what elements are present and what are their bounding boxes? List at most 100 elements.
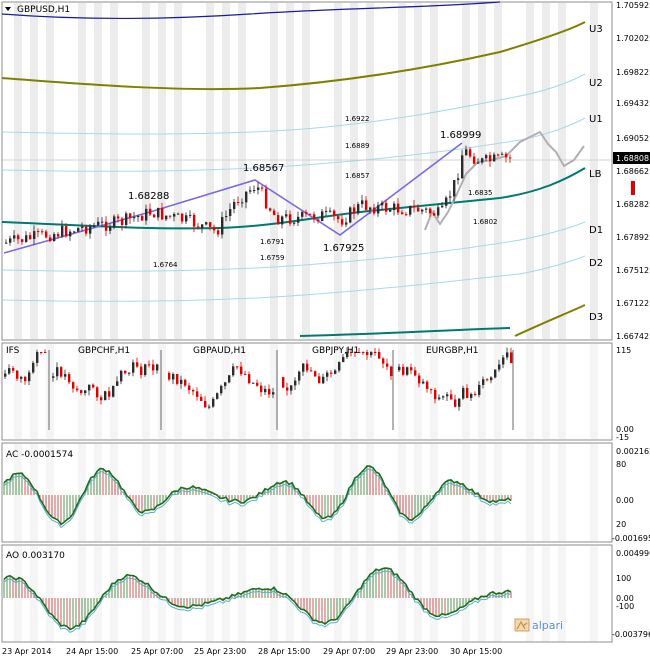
session-band xyxy=(494,344,502,439)
correlation-candle xyxy=(334,370,337,374)
session-band xyxy=(206,344,214,439)
upper-channel-line xyxy=(1,1,501,20)
level-label: D1 xyxy=(589,225,603,236)
session-band xyxy=(158,344,166,439)
correlation-candle xyxy=(510,352,513,363)
zigzag-label: 1.68288 xyxy=(128,191,169,202)
correlation-candle xyxy=(482,379,485,385)
candle-body xyxy=(133,217,136,219)
correlation-candle xyxy=(306,363,309,371)
candle-body xyxy=(465,149,468,156)
correlation-candle xyxy=(28,372,31,382)
session-band xyxy=(206,3,214,339)
scale-label: 0.004996 xyxy=(616,549,650,558)
scale-label: 80 xyxy=(616,460,626,469)
ao-title: AO 0.003170 xyxy=(6,551,65,561)
session-band xyxy=(206,546,214,641)
scale-label: -100 xyxy=(616,602,634,611)
price-tick: 1.67892 xyxy=(616,233,649,242)
main-price-panel[interactable] xyxy=(1,1,613,341)
zigzag-label: 1.68999 xyxy=(440,130,481,141)
scale-label: 0.00 xyxy=(616,425,634,434)
candle-body xyxy=(309,213,312,215)
candle-body xyxy=(65,225,68,237)
correlation-candle xyxy=(228,375,231,383)
candle-body xyxy=(5,242,8,244)
session-band xyxy=(142,444,150,541)
candle-body xyxy=(121,218,124,225)
candle-body xyxy=(485,155,488,159)
price-tick: 1.69052 xyxy=(616,134,649,143)
correlation-candle xyxy=(80,390,83,394)
ao-signal-line xyxy=(3,570,512,633)
candle-body xyxy=(409,205,412,215)
scale-label: 0.00 xyxy=(616,496,634,505)
correlation-candle xyxy=(294,380,297,386)
ac-line xyxy=(3,465,512,526)
correlation-candle xyxy=(462,388,465,399)
candle-body xyxy=(221,217,224,235)
correlation-candle xyxy=(290,385,293,391)
correlation-candle xyxy=(148,364,151,366)
correlation-candle xyxy=(450,394,453,400)
session-band xyxy=(350,344,358,439)
candle-body xyxy=(13,235,16,239)
pair-label: EURGBP,H1 xyxy=(426,346,478,356)
ao-oscillator-panel[interactable] xyxy=(1,544,613,643)
session-band xyxy=(478,3,486,339)
correlation-candle xyxy=(188,385,191,391)
session-band xyxy=(30,344,38,439)
candle-body xyxy=(269,208,272,211)
correlation-candle xyxy=(44,352,47,353)
candle-body xyxy=(145,208,148,221)
session-band xyxy=(478,344,486,439)
candle-body xyxy=(189,214,192,216)
session-band xyxy=(302,546,310,641)
candle-body xyxy=(445,197,448,206)
session-band xyxy=(78,546,86,641)
price-tick: 1.68662 xyxy=(616,167,649,176)
correlation-candle xyxy=(422,381,425,384)
correlation-candle xyxy=(398,366,401,371)
candle-body xyxy=(393,203,396,210)
correlation-candle xyxy=(382,358,385,364)
correlation-candle xyxy=(502,357,505,365)
session-band xyxy=(542,344,550,439)
correlation-candle xyxy=(232,366,235,376)
correlation-candle xyxy=(498,364,501,370)
correlation-candle xyxy=(330,372,333,374)
correlation-candle xyxy=(76,388,79,391)
correlation-candle xyxy=(156,364,159,371)
zigzag-label: 1.68567 xyxy=(243,163,284,174)
level-label: U1 xyxy=(589,114,603,125)
session-band xyxy=(14,344,22,439)
current-price-label: 1.68808 xyxy=(616,154,649,163)
correlation-candle xyxy=(442,396,445,398)
ac-oscillator-panel[interactable] xyxy=(1,442,613,543)
correlation-candle xyxy=(116,381,119,386)
small-label: 1.6857 xyxy=(345,172,370,180)
correlation-candle xyxy=(342,357,345,363)
session-band xyxy=(302,344,310,439)
candle-body xyxy=(157,207,160,218)
correlation-panel[interactable] xyxy=(1,342,613,441)
candle-body xyxy=(237,202,240,204)
pair-label: GBPAUD,H1 xyxy=(193,346,246,356)
candle-body xyxy=(181,213,184,222)
candle-body xyxy=(153,214,156,218)
correlation-candle xyxy=(220,385,223,394)
ac-histogram xyxy=(3,465,512,529)
session-band xyxy=(142,344,150,439)
session-band xyxy=(414,3,422,339)
correlation-candle xyxy=(318,376,321,384)
correlation-candle xyxy=(36,352,39,363)
candle-body xyxy=(373,207,376,214)
time-axis: 23 Apr 2014 24 Apr 15:00 25 Apr 07:00 25… xyxy=(2,647,502,656)
level-label: U3 xyxy=(589,24,603,35)
candle-body xyxy=(429,208,432,214)
time-tick: 25 Apr 23:00 xyxy=(194,647,246,656)
candle-body xyxy=(209,222,212,227)
candle-body xyxy=(345,222,348,225)
